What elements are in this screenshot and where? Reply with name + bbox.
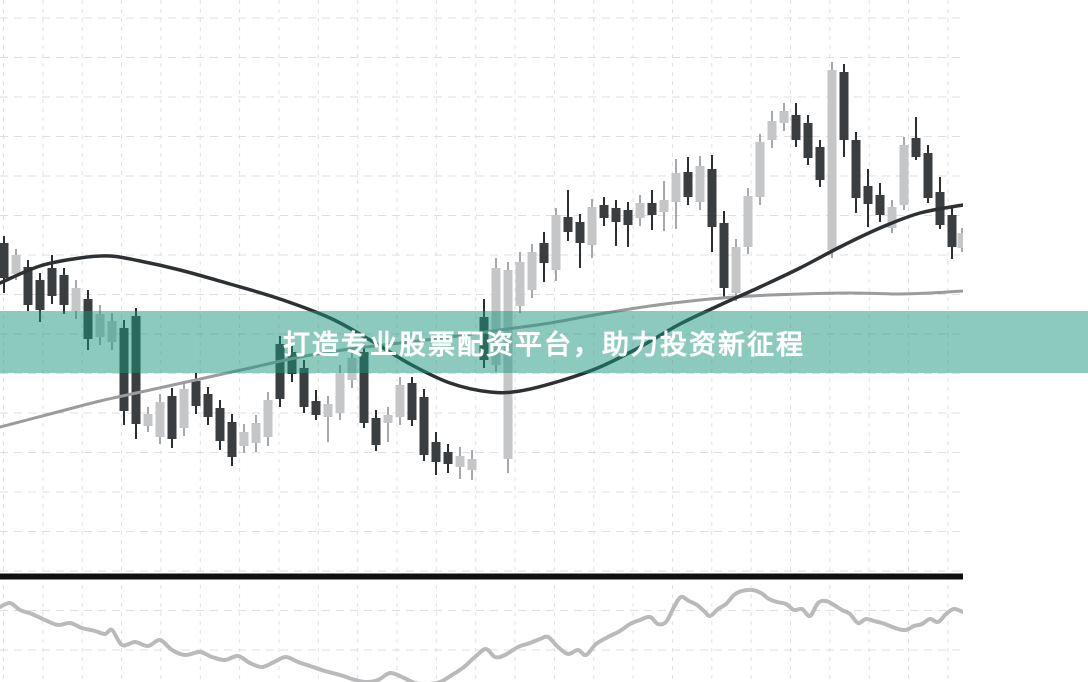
indicator-line	[0, 587, 963, 682]
candle-series	[0, 62, 963, 480]
grid-lines	[0, 0, 963, 682]
promo-banner: 打造专业股票配资平台，助力投资新征程	[0, 311, 1088, 373]
separator-bar	[0, 573, 963, 580]
ma-slow-line	[0, 203, 963, 395]
promo-banner-text: 打造专业股票配资平台，助力投资新征程	[283, 329, 805, 360]
